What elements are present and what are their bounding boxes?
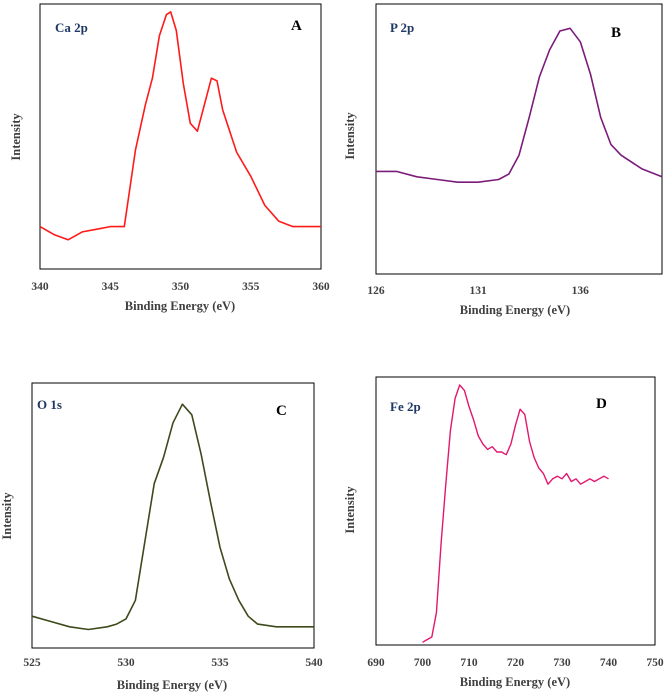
x-tick-label-a-360: 360 xyxy=(312,281,330,293)
panel-letter-a: A xyxy=(291,18,302,34)
panel-fe-2p: Fe 2p D Intensity Binding Energy (eV) 69… xyxy=(343,376,664,689)
series-line-c xyxy=(31,403,314,631)
x-tick-label-b-136: 136 xyxy=(572,285,590,297)
panel-letter-b: B xyxy=(611,25,621,41)
x-tick-label-c-525: 525 xyxy=(23,657,41,669)
panel-p-2p: P 2p B Intensity Binding Energy (eV) 126… xyxy=(343,3,663,317)
x-ticks-d: 690 700 710 720 730 740 750 xyxy=(367,657,664,669)
panel-title-c: O 1s xyxy=(37,397,62,412)
series-line-b xyxy=(376,27,663,183)
plot-frame-b xyxy=(375,3,663,275)
x-tick-label-a-355: 355 xyxy=(242,281,260,293)
series-line-d xyxy=(422,384,609,643)
y-axis-label-b: Intensity xyxy=(343,112,357,160)
x-tick-label-c-530: 530 xyxy=(117,657,135,669)
plot-frame-d xyxy=(375,376,656,646)
x-tick-label-a-340: 340 xyxy=(31,281,49,293)
x-axis-label-a: Binding Energy (eV) xyxy=(125,299,235,313)
x-tick-label-c-540: 540 xyxy=(305,657,323,669)
y-axis-label-a: Intensity xyxy=(9,113,23,161)
x-tick-label-d-720: 720 xyxy=(507,657,525,669)
panel-title-a: Ca 2p xyxy=(55,20,88,35)
x-axis-label-d: Binding Energy (eV) xyxy=(460,675,570,689)
x-tick-label-d-700: 700 xyxy=(414,657,432,669)
x-ticks-c: 525 530 535 540 xyxy=(23,657,323,669)
x-axis-label-b: Binding Energy (eV) xyxy=(460,303,570,317)
panel-o-1s: O 1s C Intensity Binding Energy (eV) 525… xyxy=(0,382,323,692)
plot-frame-c xyxy=(31,382,315,649)
x-tick-label-b-126: 126 xyxy=(367,285,385,297)
x-tick-label-a-350: 350 xyxy=(172,281,190,293)
x-axis-label-c: Binding Energy (eV) xyxy=(117,678,227,692)
panel-title-d: Fe 2p xyxy=(390,399,421,414)
y-axis-label-c: Intensity xyxy=(0,492,14,540)
x-ticks-a: 340 345 350 355 360 xyxy=(31,281,330,293)
panel-letter-c: C xyxy=(276,403,287,419)
plot-frame-a xyxy=(39,3,322,270)
x-tick-label-d-730: 730 xyxy=(553,657,571,669)
x-tick-label-c-535: 535 xyxy=(211,657,229,669)
y-axis-label-d: Intensity xyxy=(343,486,357,534)
x-tick-label-d-710: 710 xyxy=(460,657,478,669)
x-tick-label-d-740: 740 xyxy=(600,657,618,669)
x-tick-label-d-750: 750 xyxy=(646,657,664,669)
x-tick-label-b-131: 131 xyxy=(470,285,488,297)
x-ticks-b: 126 131 136 xyxy=(367,285,589,297)
x-tick-label-d-690: 690 xyxy=(367,657,385,669)
x-tick-label-a-345: 345 xyxy=(102,281,120,293)
series-line-a xyxy=(39,11,321,241)
panel-letter-d: D xyxy=(596,396,607,412)
panel-ca-2p: Ca 2p A Intensity Binding Energy (eV) 34… xyxy=(9,3,330,313)
panel-title-b: P 2p xyxy=(390,20,414,35)
